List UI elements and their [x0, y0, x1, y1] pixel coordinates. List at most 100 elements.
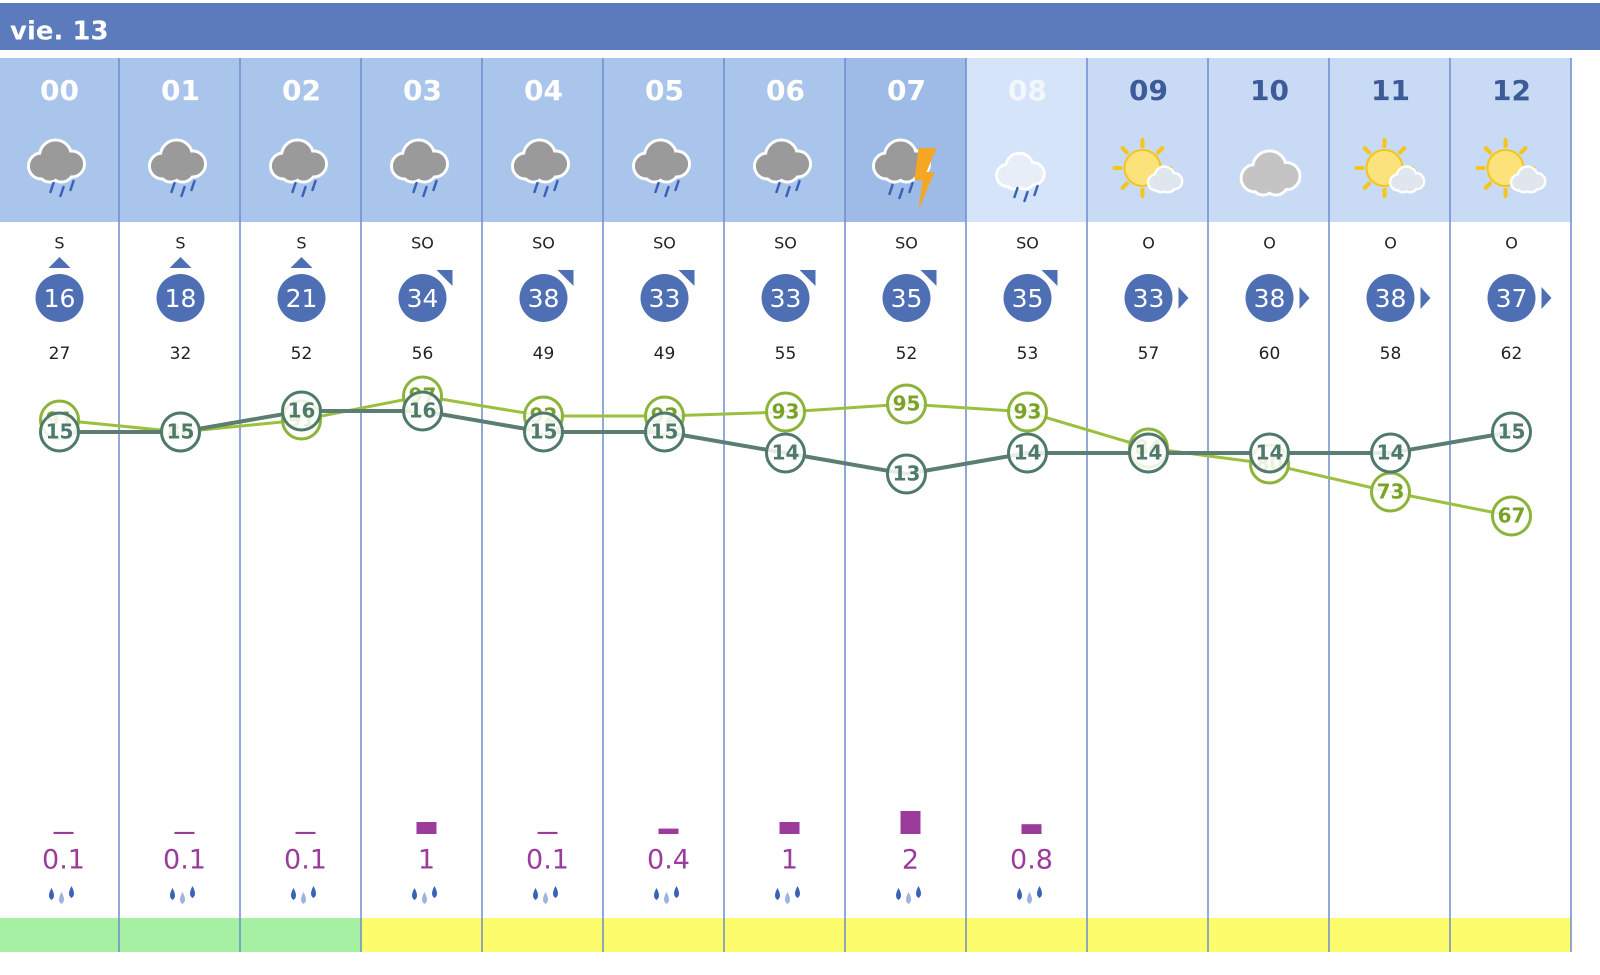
weather-icon [995, 140, 1066, 203]
wind-gust: 52 [291, 344, 313, 364]
rain-drop [180, 892, 185, 904]
wind-gust: 53 [1017, 344, 1039, 364]
precip-bar [295, 831, 316, 834]
weather-icon [753, 138, 812, 198]
temperature-point [644, 411, 685, 453]
rain-drop [664, 892, 669, 904]
wind-gust: 49 [654, 344, 676, 364]
precip-bar [1021, 824, 1042, 834]
rain-streak [674, 179, 680, 192]
hour-label: 06 [766, 74, 805, 107]
humidity-label: 67 [1498, 504, 1526, 528]
day-title: vie. 13 [10, 17, 109, 47]
wind-direction: O [1384, 234, 1397, 253]
wind-speed: 33 [1133, 284, 1165, 313]
temperature-label: 15 [651, 420, 679, 444]
humidity-point [1007, 391, 1048, 433]
rain-drop [785, 892, 790, 904]
cloud-fill [645, 161, 664, 181]
temperature-label: 15 [167, 420, 195, 444]
wind-badge [35, 274, 84, 322]
rain-streak [412, 181, 418, 194]
wind-direction: SO [1016, 234, 1039, 253]
wind-direction: SO [411, 234, 434, 253]
hour-label: 05 [645, 74, 684, 107]
rain-streak [533, 181, 539, 194]
hour-header-bg [1087, 58, 1208, 222]
precip-bar [174, 831, 195, 834]
rain-streak [908, 181, 914, 194]
temperature-label: 14 [1014, 441, 1042, 465]
wind-direction: S [175, 234, 185, 253]
wind-badge [1124, 274, 1173, 322]
rain-drop [301, 892, 306, 904]
temperature-point [1128, 432, 1169, 474]
rain-streak [1013, 186, 1019, 199]
temperature-point [523, 411, 564, 453]
rain-streak [311, 179, 317, 192]
risk-strip [724, 918, 845, 952]
wind-arrow [1041, 270, 1058, 286]
wind-gust: 32 [170, 344, 192, 364]
cloud-fill [1397, 179, 1409, 192]
temperature-point [281, 390, 322, 432]
temperature-label: 15 [46, 420, 74, 444]
wind-badge [398, 274, 447, 322]
wind-speed: 33 [770, 284, 802, 313]
wind-speed: 34 [407, 284, 439, 313]
rain-drop [906, 892, 911, 904]
rain-streak [1023, 190, 1029, 203]
hour-label: 02 [282, 74, 321, 107]
hour-label: 03 [403, 74, 442, 107]
cloud-fill [282, 161, 301, 181]
weather-icon [390, 138, 449, 198]
wind-badge [1487, 274, 1536, 322]
rain-drop [291, 888, 296, 900]
hour-header-bg [1329, 58, 1450, 222]
risk-strip [361, 918, 482, 952]
day-bar [0, 3, 1600, 50]
precip-bar [658, 828, 679, 834]
humidity-label: 93 [772, 400, 800, 424]
wind-speed: 21 [286, 284, 318, 313]
rain-drop [170, 888, 175, 900]
rain-streak [785, 185, 791, 198]
rain-drop [49, 888, 54, 900]
lightning [914, 148, 937, 210]
wind-gust: 27 [49, 344, 71, 364]
rain-drop [432, 886, 437, 898]
precip-amount: 0.4 [647, 845, 690, 876]
wind-arrow [290, 257, 313, 268]
wind-arrow [169, 257, 192, 268]
wind-direction: SO [532, 234, 555, 253]
wind-speed: 16 [44, 284, 76, 313]
risk-strip [1087, 918, 1208, 952]
precip-bar [537, 831, 558, 834]
wind-arrow [678, 270, 695, 286]
humidity-label: 73 [1377, 480, 1405, 504]
rain-streak [170, 181, 176, 194]
rain-drop [896, 888, 901, 900]
wind-arrow [1178, 287, 1189, 309]
temperature-label: 14 [1377, 441, 1405, 465]
wind-direction: O [1142, 234, 1155, 253]
weather-icon [269, 138, 328, 198]
risk-strip [240, 918, 361, 952]
rain-streak [654, 181, 660, 194]
wind-gust: 57 [1138, 344, 1160, 364]
rain-drop [775, 888, 780, 900]
weather-icon [511, 138, 570, 198]
weather-icon [1112, 138, 1184, 198]
wind-gust: 56 [412, 344, 434, 364]
rain-streak [553, 179, 559, 192]
rain-drop [533, 888, 538, 900]
weather-icon [1475, 138, 1547, 198]
temperature-point [402, 390, 443, 432]
wind-badge [640, 274, 689, 322]
precip-amount: 0.1 [163, 845, 206, 876]
precip-amount: 1 [418, 845, 435, 876]
cloud-fill [885, 161, 904, 181]
rain-streak [432, 179, 438, 192]
wind-speed: 33 [649, 284, 681, 313]
